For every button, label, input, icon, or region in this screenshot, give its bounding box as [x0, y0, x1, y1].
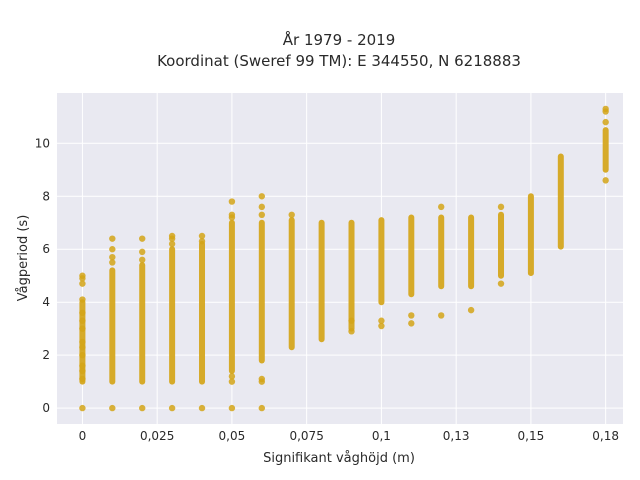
data-point: [109, 259, 116, 266]
y-axis-label: Vågperiod (s): [16, 215, 31, 302]
data-point: [228, 378, 236, 385]
data-column: [378, 217, 385, 306]
data-point: [348, 328, 355, 335]
data-point: [79, 272, 86, 279]
data-point: [79, 344, 86, 351]
x-tick-label: 0,1: [372, 429, 391, 443]
data-point: [408, 312, 415, 319]
x-tick-labels: 0 0,025 0,05 0,075 0,1 0,13 0,15 0,18: [79, 429, 619, 443]
data-point: [139, 404, 146, 412]
data-point: [109, 404, 116, 412]
data-column: [288, 217, 295, 351]
data-column: [438, 214, 445, 290]
chart-title-line1: År 1979 - 2019: [283, 30, 396, 49]
data-point: [602, 118, 609, 126]
data-point: [378, 317, 385, 324]
data-point: [497, 203, 505, 211]
x-axis-label: Signifikant våghöjd (m): [263, 451, 415, 466]
data-point: [139, 256, 146, 264]
data-point: [198, 404, 206, 412]
data-point: [79, 351, 86, 359]
x-tick-label: 0,05: [219, 429, 246, 443]
data-column: [527, 193, 534, 277]
data-column: [602, 127, 609, 173]
data-point: [228, 198, 236, 205]
y-tick-label: 0: [42, 401, 50, 415]
data-point: [198, 232, 206, 240]
x-tick-label: 0,13: [443, 429, 470, 443]
data-point: [79, 309, 86, 316]
data-column: [408, 214, 415, 298]
data-point: [109, 235, 116, 242]
x-tick-label: 0,18: [592, 429, 619, 443]
x-tick-label: 0,025: [140, 429, 174, 443]
data-column: [468, 214, 475, 290]
data-point: [168, 240, 176, 248]
data-column: [169, 246, 176, 385]
chart-title-line2: Koordinat (Sweref 99 TM): E 344550, N 62…: [157, 52, 521, 70]
data-point: [109, 246, 116, 253]
data-point: [408, 320, 415, 327]
data-column: [258, 219, 265, 364]
y-tick-label: 2: [42, 348, 50, 362]
data-point: [79, 404, 86, 412]
data-point: [258, 203, 266, 211]
data-point: [258, 375, 266, 383]
data-point: [228, 404, 236, 412]
data-column: [139, 262, 146, 385]
data-point: [168, 404, 176, 412]
data-point: [79, 296, 86, 303]
data-column: [199, 240, 206, 385]
data-point: [79, 375, 86, 383]
x-tick-label: 0,075: [289, 429, 323, 443]
data-point: [602, 105, 609, 113]
data-point: [258, 193, 266, 200]
data-column: [348, 219, 355, 332]
data-point: [602, 177, 609, 184]
data-column: [228, 219, 235, 375]
data-point: [378, 322, 385, 330]
data-point: [79, 338, 86, 346]
points-layer: [79, 105, 609, 412]
data-point: [228, 373, 236, 380]
data-point: [348, 317, 355, 324]
data-point: [258, 404, 266, 412]
x-tick-label: 0,15: [518, 429, 545, 443]
data-point: [109, 253, 116, 261]
data-point: [79, 367, 86, 375]
y-tick-label: 4: [42, 295, 50, 309]
data-point: [168, 232, 176, 240]
data-point: [467, 306, 475, 314]
y-tick-label: 6: [42, 242, 50, 256]
data-point: [198, 238, 206, 245]
data-point: [228, 211, 236, 219]
data-point: [438, 312, 445, 319]
x-tick-label: 0: [79, 429, 87, 443]
data-point: [438, 203, 445, 211]
data-column: [557, 153, 564, 250]
data-point: [79, 325, 86, 332]
data-point: [139, 248, 146, 256]
data-point: [79, 362, 86, 369]
data-column: [109, 267, 116, 385]
data-column: [498, 211, 505, 279]
data-point: [497, 280, 505, 287]
y-tick-labels: 0 2 4 6 8 10: [35, 136, 50, 415]
data-point: [258, 211, 266, 219]
data-point: [139, 235, 146, 242]
data-column: [318, 219, 325, 343]
y-tick-label: 10: [35, 136, 50, 150]
data-point: [79, 317, 86, 324]
data-point: [288, 211, 295, 219]
y-tick-label: 8: [42, 189, 50, 203]
data-point: [79, 280, 86, 287]
